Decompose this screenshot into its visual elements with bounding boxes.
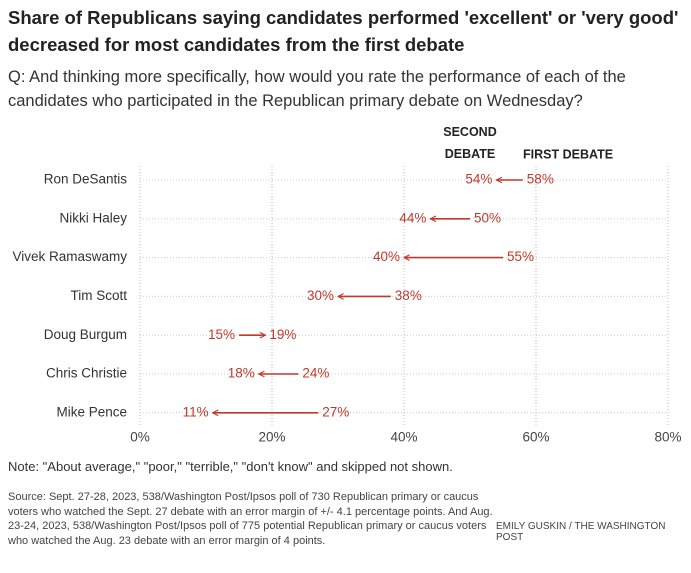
chart-title: Share of Republicans saying candidates p… [8,7,679,55]
value-label: 15% [208,327,235,342]
y-tick-label: Ron DeSantis [44,172,128,187]
value-label: 50% [474,210,501,225]
value-label: 24% [302,366,329,381]
y-tick-label: Doug Burgum [44,327,127,342]
y-tick-label: Chris Christie [46,366,127,381]
value-label: 19% [269,327,296,342]
x-tick-label: 80% [654,430,681,445]
x-tick-label: 20% [258,430,285,445]
y-tick-label: Tim Scott [70,288,127,303]
value-label: 38% [395,288,422,303]
value-label: 55% [507,249,534,264]
credit: Emily Guskin / The Washington Post [496,521,666,543]
source: Source: Sept. 27-28, 2023, 538/Washingto… [8,491,493,547]
legend-label: FIRST DEBATE [523,147,613,161]
value-label: 40% [373,249,400,264]
value-label: 11% [183,404,209,419]
value-label: 30% [307,288,334,303]
note: Note: "About average," "poor," "terrible… [8,459,453,474]
legend-label: SECOND DEBATE [443,125,496,161]
value-label: 58% [527,172,554,187]
value-label: 18% [228,366,255,381]
chart-subtitle: Q: And thinking more specifically, how w… [8,68,626,110]
chart: 0% 20% 40% 60% 80% SECOND DEBATE FIRST DEBATE Ro… [12,125,681,445]
value-label: 44% [399,210,426,225]
value-label: 54% [465,172,492,187]
y-tick-label: Nikki Haley [59,210,127,225]
x-tick-label: 60% [522,430,549,445]
value-label: 27% [322,404,349,419]
y-tick-label: Vivek Ramaswamy [12,249,127,264]
x-tick-label: 0% [130,430,150,445]
x-tick-label: 40% [390,430,417,445]
y-tick-label: Mike Pence [56,404,127,419]
